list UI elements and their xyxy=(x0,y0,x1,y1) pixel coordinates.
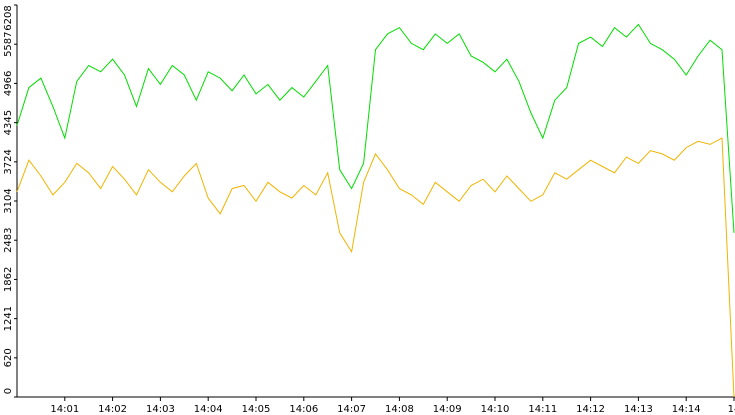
x-tick-label: 14:11 xyxy=(528,404,557,415)
series-line xyxy=(16,23,735,233)
x-tick-label: 14:08 xyxy=(385,404,414,415)
x-tick-label: 14:10 xyxy=(481,404,510,415)
y-tick-label: 6208 xyxy=(3,5,14,30)
x-tick-label: 14:01 xyxy=(50,404,79,415)
y-tick-label: 3104 xyxy=(3,188,14,213)
x-tick-label: 14:14 xyxy=(672,404,701,415)
y-tick-label: 4966 xyxy=(3,71,14,96)
y-tick-label: 1862 xyxy=(3,267,14,292)
y-tick-label: 3724 xyxy=(3,149,14,174)
x-tick-label: 14:13 xyxy=(624,404,653,415)
x-tick-label: 14:03 xyxy=(146,404,175,415)
y-tick-label: 4345 xyxy=(3,110,14,135)
x-tick-label: 14:07 xyxy=(337,404,366,415)
x-tick-label: 14:09 xyxy=(433,404,462,415)
y-tick-label: 620 xyxy=(3,348,14,367)
x-tick-label: 14:04 xyxy=(194,404,223,415)
x-tick-label: 14:06 xyxy=(289,404,318,415)
y-tick-label: 2483 xyxy=(3,227,14,252)
x-tick-label: 14 xyxy=(728,404,735,415)
series-line xyxy=(16,137,735,398)
x-tick-label: 14:02 xyxy=(98,404,127,415)
y-tick-label: 1241 xyxy=(3,306,14,331)
x-tick-label: 14:12 xyxy=(576,404,605,415)
y-tick-label: 0 xyxy=(3,388,14,394)
y-tick-label: 5587 xyxy=(3,31,14,56)
x-tick-label: 14:05 xyxy=(242,404,271,415)
